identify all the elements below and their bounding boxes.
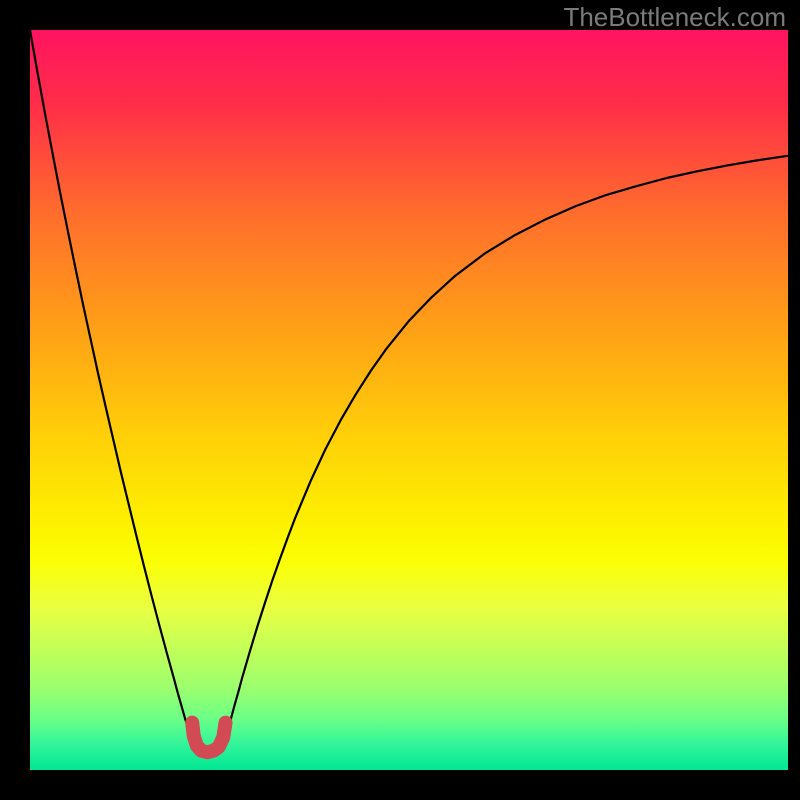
plot-area [30, 30, 788, 770]
frame-border [788, 0, 800, 800]
frame-border [0, 0, 30, 800]
frame-border [0, 770, 800, 800]
chart-svg [30, 30, 788, 770]
gradient-background [30, 30, 788, 770]
watermark-text: TheBottleneck.com [563, 2, 786, 33]
